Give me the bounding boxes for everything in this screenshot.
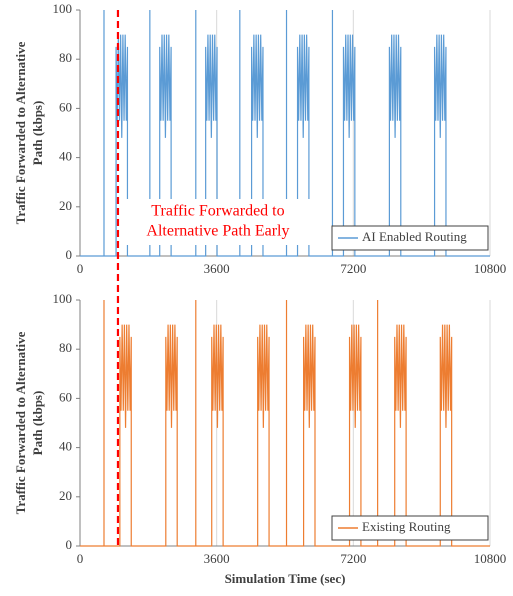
y-tick-label: 0 xyxy=(66,247,73,262)
y-tick-label: 40 xyxy=(59,149,72,164)
x-tick-label: 3600 xyxy=(204,261,230,276)
annotation-text: Alternative Path Early xyxy=(146,223,289,240)
y-axis-label: Traffic Forwarded to Alternative xyxy=(13,331,28,514)
y-tick-label: 0 xyxy=(66,537,73,552)
data-line xyxy=(80,10,490,257)
y-axis-label: Path (kbps) xyxy=(30,101,45,166)
y-tick-label: 60 xyxy=(59,99,72,114)
legend-label: AI Enabled Routing xyxy=(362,229,467,244)
y-tick-label: 80 xyxy=(59,340,72,355)
y-axis-label: Path (kbps) xyxy=(30,391,45,456)
y-tick-label: 20 xyxy=(59,488,72,503)
annotation-text: Traffic Forwarded to xyxy=(151,203,284,220)
x-tick-label: 7200 xyxy=(340,551,366,566)
legend-label: Existing Routing xyxy=(362,519,451,534)
x-axis-label: Simulation Time (sec) xyxy=(225,571,346,586)
x-tick-label: 0 xyxy=(77,261,84,276)
x-tick-label: 3600 xyxy=(204,551,230,566)
plot-area xyxy=(80,300,490,546)
y-axis-label: Traffic Forwarded to Alternative xyxy=(13,41,28,224)
data-line xyxy=(80,300,490,547)
y-tick-label: 20 xyxy=(59,198,72,213)
x-tick-label: 10800 xyxy=(474,261,507,276)
x-tick-label: 7200 xyxy=(340,261,366,276)
x-tick-label: 0 xyxy=(77,551,84,566)
y-tick-label: 60 xyxy=(59,389,72,404)
y-tick-label: 100 xyxy=(53,1,73,16)
x-tick-label: 10800 xyxy=(474,551,507,566)
y-tick-label: 80 xyxy=(59,50,72,65)
y-tick-label: 40 xyxy=(59,439,72,454)
y-tick-label: 100 xyxy=(53,291,73,306)
annotation-bg xyxy=(125,199,312,245)
